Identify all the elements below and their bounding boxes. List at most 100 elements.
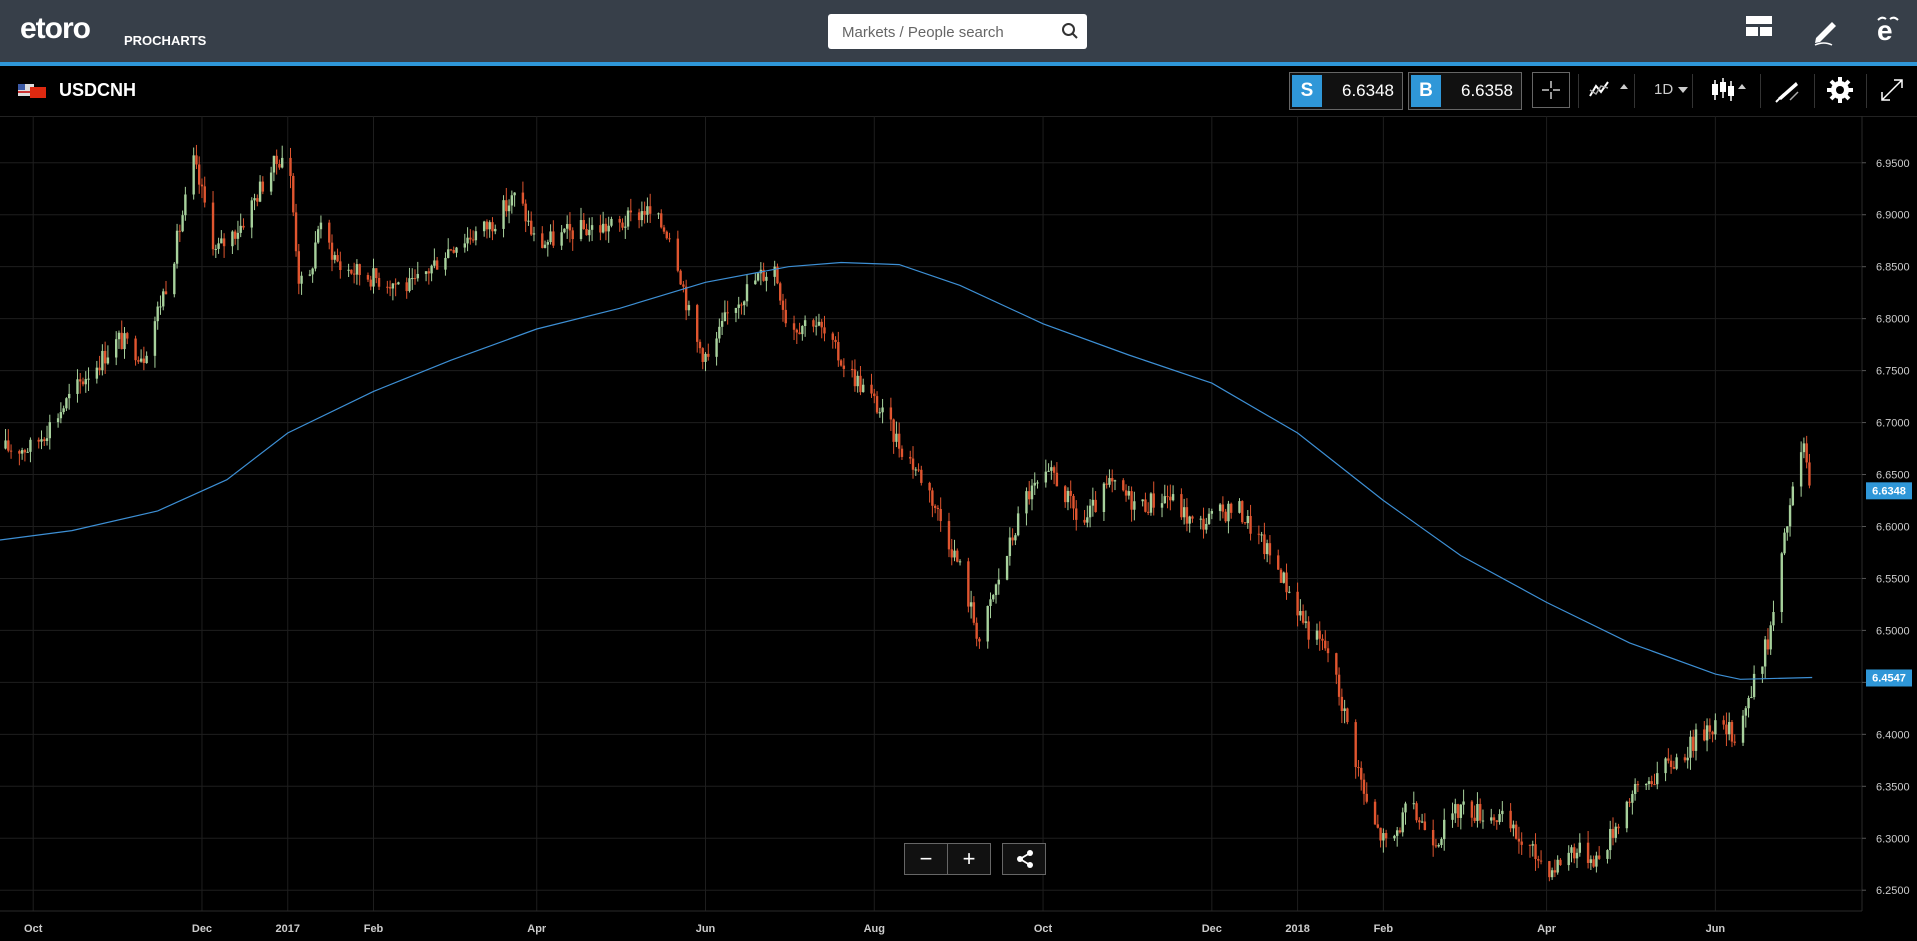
candle (297, 244, 301, 295)
candle (1750, 686, 1753, 699)
candle (126, 331, 129, 345)
candle (1714, 713, 1717, 740)
pencil-icon[interactable] (1810, 14, 1842, 46)
svg-text:6.6348: 6.6348 (1872, 485, 1906, 497)
candle (358, 263, 361, 286)
chart-type-select[interactable] (1708, 72, 1752, 108)
candle (134, 335, 137, 366)
candle (43, 437, 46, 447)
candle (123, 327, 126, 359)
candle (582, 213, 585, 230)
zoom-out-button[interactable]: − (904, 843, 948, 875)
candle (1443, 808, 1446, 851)
layout-icon[interactable] (1745, 14, 1773, 38)
candle (81, 377, 85, 387)
candle (1520, 832, 1523, 855)
candle (502, 195, 505, 238)
candle (696, 303, 699, 353)
candle (311, 267, 314, 283)
timeframe-select[interactable]: 1D (1648, 72, 1688, 108)
candle (1091, 487, 1095, 517)
candle (294, 203, 298, 257)
candle (875, 391, 879, 415)
candle (1014, 533, 1017, 546)
candle (1044, 459, 1048, 488)
share-button[interactable] (1002, 843, 1046, 875)
candle (701, 347, 704, 370)
candle (662, 224, 666, 235)
candle (1595, 851, 1598, 873)
candle (1672, 760, 1676, 770)
instrument-symbol[interactable]: USDCNH (59, 80, 137, 100)
price-chart[interactable]: 6.9500 6.9000 6.8500 6.8000 6.7500 6.7000 6.65… (0, 116, 1917, 941)
candle (258, 175, 262, 203)
candle (79, 373, 82, 394)
candle (211, 191, 215, 256)
candle (1437, 843, 1440, 848)
etoro-logo[interactable]: etoro (20, 12, 91, 45)
candle (1055, 462, 1059, 487)
candle (947, 512, 951, 558)
fullscreen-button[interactable] (1874, 72, 1910, 108)
candle (1808, 453, 1811, 489)
share-icon (1017, 850, 1033, 868)
candle (624, 215, 627, 239)
drawing-tools-button[interactable] (1770, 72, 1806, 108)
top-bar: etoro PROCHARTS e (0, 0, 1917, 62)
candle (1202, 507, 1205, 539)
candle (1141, 499, 1144, 507)
x-tick-label: Jun (696, 923, 716, 935)
x-tick-label: Oct (1034, 923, 1053, 935)
candle (588, 217, 591, 242)
y-tick-label: 6.9500 (1876, 158, 1910, 170)
candle (994, 583, 998, 604)
candle (48, 414, 52, 450)
candle (316, 225, 320, 244)
candle (870, 373, 873, 398)
candle (571, 227, 574, 251)
sell-button[interactable]: S 6.6348 (1289, 72, 1403, 110)
candle (233, 229, 237, 245)
candle (397, 281, 400, 285)
candle (1783, 528, 1786, 556)
candle (469, 229, 472, 245)
candle (236, 220, 240, 251)
candle (164, 280, 168, 295)
candle (1299, 599, 1302, 621)
candle (1478, 798, 1482, 824)
search-box[interactable] (828, 14, 1087, 51)
candle (1686, 746, 1689, 769)
zoom-in-button[interactable]: + (947, 843, 991, 875)
candle (958, 559, 962, 566)
candle (156, 301, 159, 330)
search-icon[interactable] (1061, 22, 1079, 40)
candle (853, 359, 857, 392)
crosshair-button[interactable] (1532, 72, 1570, 108)
candle (660, 209, 663, 229)
candle (803, 315, 807, 337)
candle (1559, 858, 1562, 866)
candle (1492, 814, 1496, 826)
x-tick-label: Oct (24, 923, 43, 935)
candle (1556, 855, 1559, 875)
indicators-button[interactable] (1586, 72, 1630, 108)
candle (447, 238, 450, 259)
candle (718, 318, 721, 343)
candle (510, 190, 514, 214)
candle (831, 331, 834, 349)
candle (59, 402, 63, 424)
candle (1727, 712, 1731, 741)
etoro-e-icon[interactable]: e (1872, 14, 1904, 46)
toolbar-separator (1692, 74, 1693, 108)
candle (610, 216, 613, 228)
buy-button[interactable]: B 6.6358 (1408, 72, 1522, 110)
candle (939, 497, 942, 532)
search-input[interactable] (840, 14, 1049, 51)
x-tick-label: 2018 (1285, 923, 1309, 935)
candle (145, 351, 148, 364)
candle (84, 371, 87, 393)
candle (463, 233, 467, 253)
settings-button[interactable] (1822, 72, 1858, 108)
candle (743, 300, 746, 316)
candle (1111, 469, 1114, 493)
